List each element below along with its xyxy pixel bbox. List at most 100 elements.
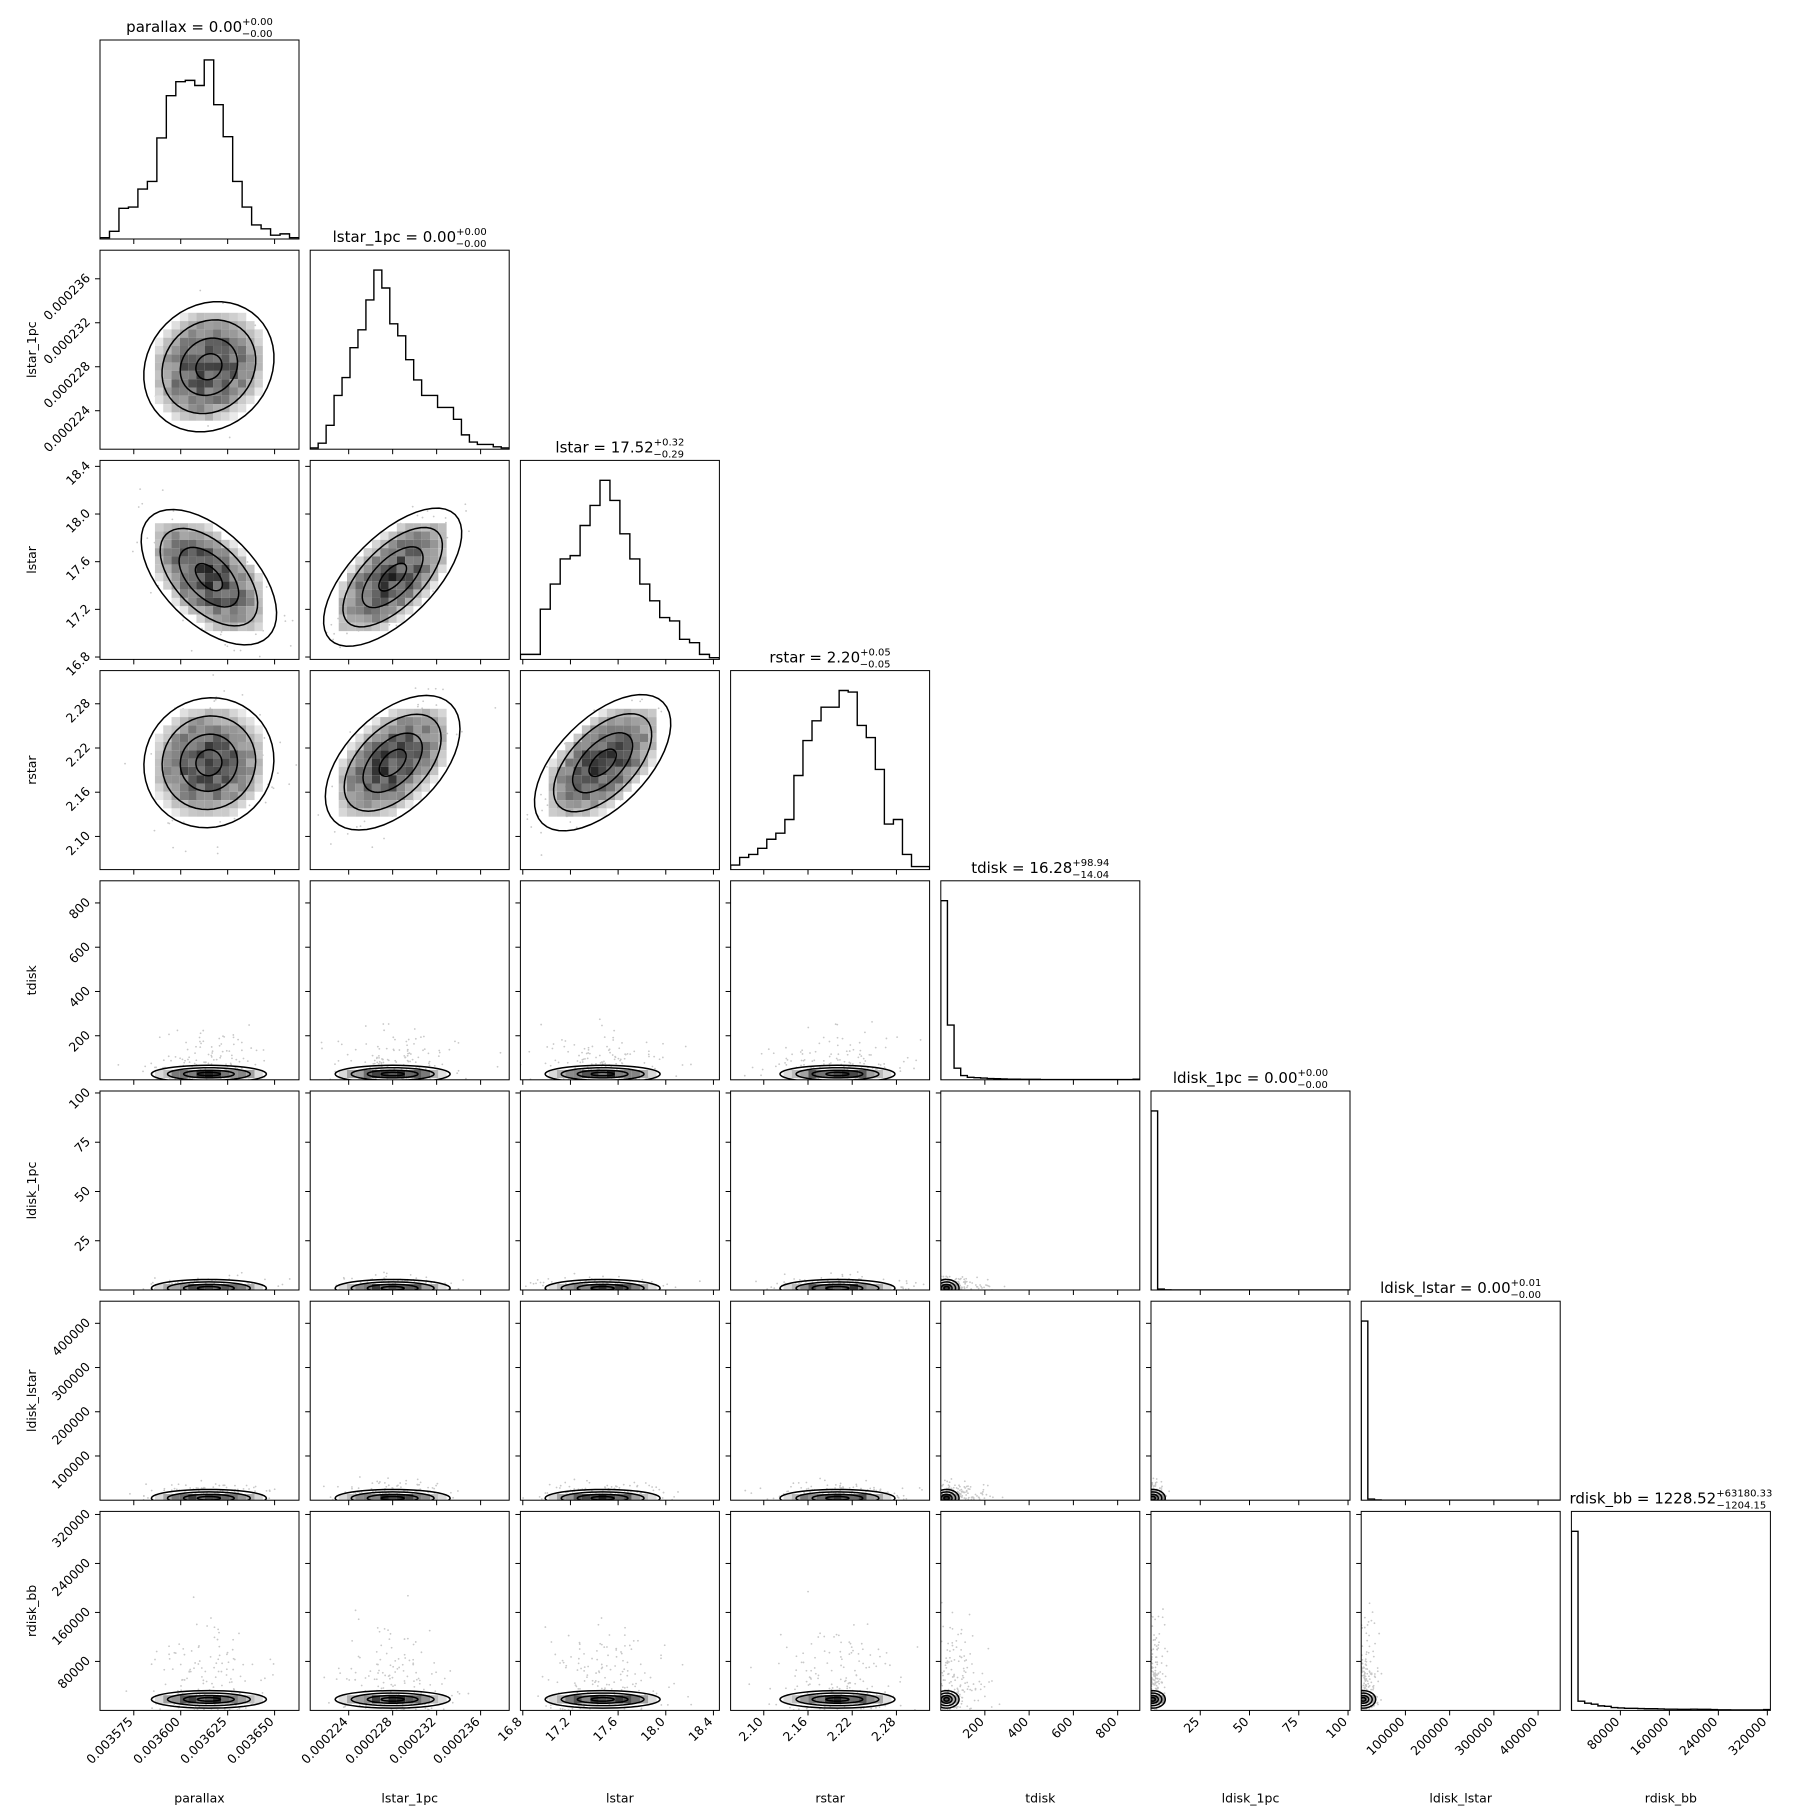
sample-point [171,1668,174,1671]
density-cell [380,758,389,767]
density-cell [598,758,607,767]
density-cell [237,597,247,607]
panel-content [1151,1110,1350,1290]
density-cell [221,556,230,565]
sample-point [681,1064,684,1066]
density-cell [254,329,263,338]
density-cell [213,395,222,405]
sample-point [545,1287,548,1290]
density-cell [548,1494,557,1501]
sample-point [958,1489,961,1492]
sample-point [874,1046,877,1049]
sample-point [452,1496,455,1499]
y-tick-label-lstar_1pc: 0.000232 [40,314,93,367]
sample-point [350,1059,353,1062]
contour-level-3 [576,1493,629,1501]
sample-point [858,1041,861,1044]
density-cell [221,717,230,726]
density-cell [363,606,372,615]
sample-point [147,1497,149,1499]
sample-point [409,1274,412,1276]
sample-point [1159,1491,1162,1494]
sample-point [413,1028,416,1030]
density-cell [388,750,397,759]
density-cell [237,1284,247,1290]
sample-point [958,1484,960,1487]
density-cell [388,606,397,615]
sample-point [442,688,444,691]
sample-point [163,1668,166,1671]
sample-point [239,1675,242,1678]
density-cell [849,1284,859,1290]
sample-point [561,1039,563,1041]
sample-point [457,1287,460,1290]
sample-point [942,1275,945,1278]
panel-content [520,1018,692,1080]
density-cell [163,556,172,565]
sample-point [204,1670,207,1673]
density-cell [229,733,238,742]
sample-point [773,1287,776,1290]
sample-point [610,1486,613,1488]
panel-frame [309,1300,510,1501]
density-cell [188,548,197,557]
sample-point [958,1485,961,1488]
density-cell [196,395,205,405]
density-cell [639,708,649,718]
density-cell [430,741,439,751]
density-cell [237,733,247,742]
contour-level-3 [576,1283,629,1290]
y-tick-label-lstar: 16.8 [63,649,93,679]
density-cell [648,717,657,726]
density-cell [188,750,197,759]
sample-point [822,1059,825,1062]
panel-content [320,1023,502,1080]
sample-point [200,1667,203,1669]
panel-content [117,1024,268,1080]
density-cell [363,775,372,784]
sample-point [268,1490,271,1492]
contour-level-1 [150,1064,268,1080]
density-cell [548,783,557,792]
density-cell [171,387,180,396]
density-cell [606,766,616,776]
sample-point [946,1276,949,1279]
sample-point [611,1054,614,1056]
density-cell [204,725,214,734]
sample-point [1154,1481,1157,1484]
panel-ldisk_1pc-vs-rstar [725,1090,931,1295]
density-cell [598,717,607,726]
sample-point [420,1036,422,1039]
sample-point [896,1494,899,1497]
density-cell [229,539,238,549]
sample-point [563,1045,566,1048]
sample-point [785,1057,788,1060]
sample-point [183,1061,186,1064]
density-cell [213,354,222,363]
sample-point [581,1058,584,1061]
density-cell [598,1284,607,1290]
panel-lstar-vs-parallax: 16.817.217.618.018.4 [63,458,300,679]
title-upper-error: +0.05 [860,648,891,659]
sample-point [651,1486,653,1488]
sample-point [228,1274,231,1277]
y-tick-label-rstar: 2.10 [63,828,93,858]
density-cell [204,606,214,615]
density-cell [615,741,624,751]
density-cell [421,573,431,582]
density-cell [438,1069,447,1079]
sample-point [602,1275,604,1278]
sample-point [655,1486,658,1489]
density-cell [221,312,230,322]
sample-point [416,1478,419,1481]
sample-point [161,489,164,492]
density-cell [623,775,632,784]
density-cell [606,775,616,784]
density-cell [246,321,255,330]
density-cell [196,531,205,540]
density-cell [179,329,189,338]
density-cell [371,622,381,632]
density-cell [196,556,205,565]
sample-point [830,1272,832,1274]
density-cell [825,1069,834,1079]
